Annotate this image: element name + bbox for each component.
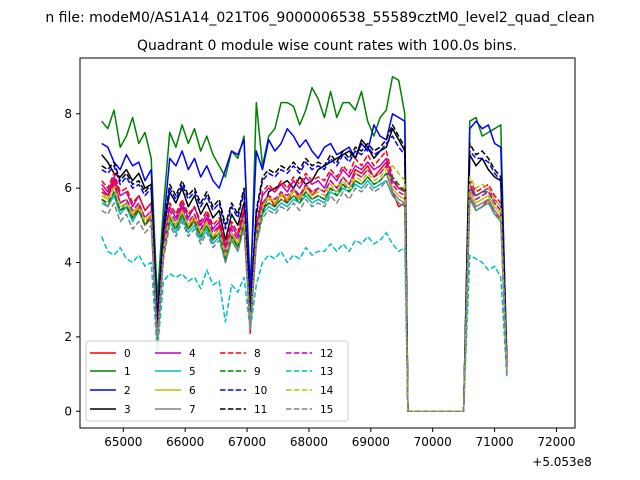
legend-label-6: 6	[189, 385, 196, 397]
legend-label-7: 7	[189, 404, 196, 416]
legend-label-4: 4	[189, 348, 196, 360]
x-tick-label: 65000	[104, 435, 142, 449]
y-tick-label: 0	[64, 404, 72, 418]
chart-title: Quadrant 0 module wise count rates with …	[137, 38, 517, 54]
legend-label-14: 14	[320, 385, 334, 397]
legend-label-13: 13	[320, 366, 333, 378]
plot-frame	[79, 57, 576, 429]
x-axis: 65000 66000 67000 68000 69000 70000 71000 72000	[104, 428, 576, 449]
x-tick-label: 68000	[290, 435, 328, 449]
legend-label-3: 3	[124, 404, 131, 416]
plot-lines	[101, 75, 508, 413]
legend-label-12: 12	[320, 348, 333, 360]
series-line-14	[101, 165, 508, 413]
x-tick-label: 71000	[475, 435, 513, 449]
series-line-15	[101, 179, 508, 413]
legend-label-0: 0	[124, 348, 131, 360]
x-tick-label: 72000	[537, 435, 575, 449]
y-tick-label: 4	[64, 256, 72, 270]
x-tick-label: 67000	[228, 435, 266, 449]
x-tick-label: 66000	[166, 435, 204, 449]
x-offset-label: +5.053e8	[532, 455, 591, 469]
legend-label-10: 10	[254, 385, 267, 397]
legend-label-9: 9	[254, 366, 261, 378]
legend-label-2: 2	[124, 385, 131, 397]
legend-label-15: 15	[320, 404, 333, 416]
x-tick-label: 69000	[352, 435, 390, 449]
y-tick-label: 6	[64, 181, 72, 195]
y-tick-label: 2	[64, 330, 72, 344]
series-line-8	[101, 150, 508, 413]
figure-suptitle: n file: modeM0/AS1A14_021T06_9000006538_…	[45, 10, 594, 26]
legend-frame	[85, 340, 349, 422]
legend-label-8: 8	[254, 348, 261, 360]
legend-label-1: 1	[124, 366, 131, 378]
y-tick-label: 8	[64, 107, 72, 121]
x-tick-label: 70000	[414, 435, 452, 449]
legend-label-5: 5	[189, 366, 196, 378]
y-axis: 0 2 4 6 8	[64, 107, 80, 418]
legend-label-11: 11	[254, 404, 267, 416]
